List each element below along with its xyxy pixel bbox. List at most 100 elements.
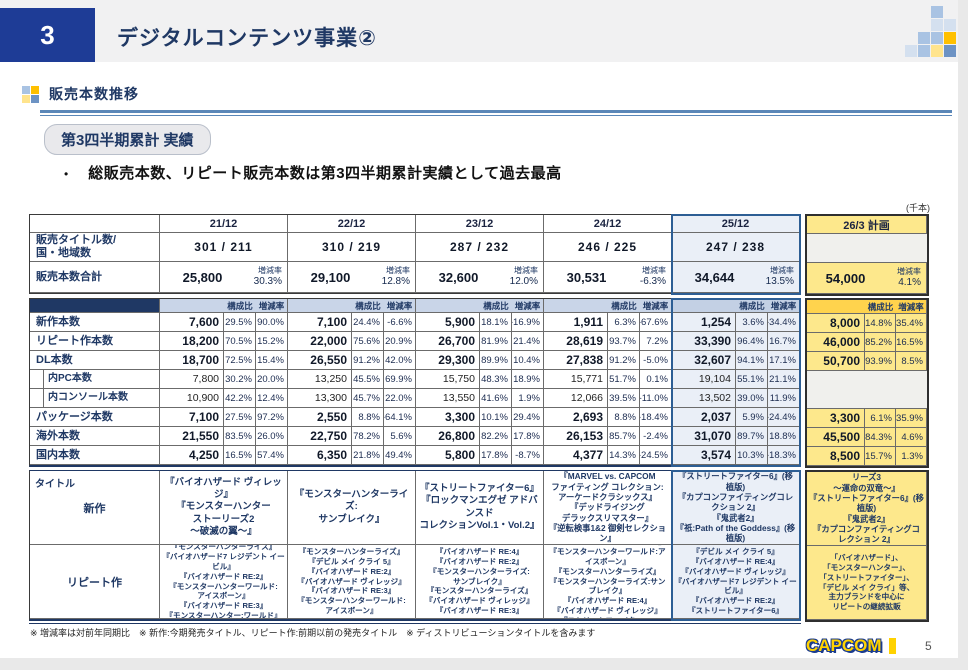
- rate-cell: 29.4%: [512, 408, 544, 427]
- composition-cell: 82.2%: [480, 427, 512, 446]
- square: [931, 6, 943, 18]
- new-titles-cell: 『モンスターハンターライズ: サンブレイク』: [288, 471, 416, 545]
- section-divider: [40, 110, 952, 116]
- rate-cell-plan: -35.4%: [896, 314, 927, 333]
- rate-cell: 90.0%: [256, 313, 288, 332]
- rate-cell: -18.3%: [768, 446, 800, 465]
- composition-cell: 6.3%: [608, 313, 640, 332]
- footnote: ※ 増減率は対前年同期比 ※ 新作:今期発売タイトル、リピート作:前期以前の発売…: [30, 628, 596, 638]
- value-cell: 26,700: [416, 332, 480, 351]
- composition-cell: 78.2%: [352, 427, 384, 446]
- rate-cell: 21.1%: [768, 370, 800, 389]
- value-cell: 13,300: [288, 389, 352, 408]
- rate-cell: 42.0%: [384, 351, 416, 370]
- value-cell-plan: 8,500: [807, 447, 865, 466]
- period-header-cell: 25/12: [672, 215, 800, 233]
- value-cell: 18,700: [160, 351, 224, 370]
- value-cell: 10,900: [160, 389, 224, 408]
- titles-count-cell: 310 / 219: [288, 233, 416, 262]
- composition-cell: 91.2%: [352, 351, 384, 370]
- square: [918, 32, 930, 44]
- period-header-cell: 23/12: [416, 215, 544, 233]
- square: [944, 45, 956, 57]
- band-comp-label: 構成比: [480, 299, 512, 313]
- value-cell: 4,377: [544, 446, 608, 465]
- rate-cell: -5.0%: [640, 351, 672, 370]
- value-cell: 7,800: [160, 370, 224, 389]
- composition-cell: 55.1%: [736, 370, 768, 389]
- band-comp-label: 構成比: [608, 299, 640, 313]
- band-rate-label-plan: 増減率: [896, 300, 927, 314]
- composition-cell: 5.9%: [736, 408, 768, 427]
- section-title: 販売本数推移: [49, 86, 139, 102]
- new-titles-label: 新作: [83, 502, 106, 515]
- square: [31, 94, 39, 103]
- value-cell-plan: 8,000: [807, 314, 865, 333]
- row-label: 内PC本数: [30, 370, 160, 389]
- composition-cell: 17.8%: [480, 446, 512, 465]
- value-cell-plan: 50,700: [807, 352, 865, 371]
- period-header-cell: 24/12: [544, 215, 672, 233]
- value-cell-plan: 46,000: [807, 333, 865, 352]
- row-label: リピート作本数: [30, 332, 160, 351]
- new-titles-cell-plan: 『バイオハザード レクイエム』 『モンスターハンターストーリーズ3 ～運命の双竜…: [807, 472, 927, 546]
- value-cell: 12,066: [544, 389, 608, 408]
- composition-cell-plan: 15.7%: [865, 447, 896, 466]
- rate-cell: 69.9%: [384, 370, 416, 389]
- square: [931, 32, 943, 44]
- rate-cell: 18.9%: [512, 370, 544, 389]
- table-bottom-line: [29, 623, 801, 624]
- composition-cell: 24.4%: [352, 313, 384, 332]
- composition-cell: 39.0%: [736, 389, 768, 408]
- row-label: 海外本数: [30, 427, 160, 446]
- value-cell: 13,250: [288, 370, 352, 389]
- composition-cell: 45.5%: [352, 370, 384, 389]
- rate-cell: -11.0%: [640, 389, 672, 408]
- value-cell: 2,037: [672, 408, 736, 427]
- value-cell: 32,607: [672, 351, 736, 370]
- value-cell: 33,390: [672, 332, 736, 351]
- rate-cell: 97.2%: [256, 408, 288, 427]
- square: [22, 94, 30, 103]
- value-cell-plan: 3,300: [807, 409, 865, 428]
- header-band: [0, 0, 958, 62]
- new-titles-cell: 『ストリートファイター6』(移植版) 『カプコンファイティングコレクション 2』…: [672, 471, 800, 545]
- table-titles-block: タイトル 新作 『バイオハザード ヴィレッジ』 『モンスターハンター ストーリーズ2…: [29, 470, 801, 621]
- composition-cell: 89.9%: [480, 351, 512, 370]
- rate-cell: 0.1%: [640, 370, 672, 389]
- rate-cell-plan: -35.9%: [896, 409, 927, 428]
- repeat-titles-cell-plan: 「バイオハザード」、 「モンスターハンター」、 「ストリートファイター」、 「デ…: [807, 546, 927, 620]
- band-spacer: [160, 299, 224, 313]
- rate-cell: 17.8%: [512, 427, 544, 446]
- rate-cell: -24.5%: [640, 446, 672, 465]
- square: [905, 45, 917, 57]
- rate-cell: -6.6%: [384, 313, 416, 332]
- titles-count-cell-plan: [807, 234, 927, 263]
- key-message-text: 総販売本数、リピート販売本数は第3四半期累計実績として過去最高: [88, 165, 562, 182]
- total-rate: 増減率 4.1%: [897, 266, 921, 288]
- row-label: 内コンソール本数: [30, 389, 160, 408]
- square: [931, 19, 943, 31]
- corner-cell: [30, 215, 160, 233]
- period-header-cell: 22/12: [288, 215, 416, 233]
- rate-cell: -8.7%: [512, 446, 544, 465]
- total-value: 30,531: [566, 269, 607, 285]
- slide-number: 3: [40, 19, 55, 50]
- composition-cell: 41.6%: [480, 389, 512, 408]
- titles-count-cell: 246 / 225: [544, 233, 672, 262]
- composition-cell: 51.7%: [608, 370, 640, 389]
- total-cell: 32,600 増減率 12.0%: [416, 262, 544, 293]
- unit-label: (千本): [906, 203, 930, 213]
- rate-cell: -24.4%: [768, 408, 800, 427]
- total-value: 25,800: [182, 269, 223, 285]
- composition-cell: 16.5%: [224, 446, 256, 465]
- composition-cell: 89.7%: [736, 427, 768, 446]
- capcom-logo: CAPCOM: [806, 636, 896, 656]
- rate-cell: 16.7%: [768, 332, 800, 351]
- bullet-dot: •: [64, 167, 69, 181]
- value-cell: 29,300: [416, 351, 480, 370]
- value-cell: 7,100: [160, 408, 224, 427]
- row-label: 国内本数: [30, 446, 160, 465]
